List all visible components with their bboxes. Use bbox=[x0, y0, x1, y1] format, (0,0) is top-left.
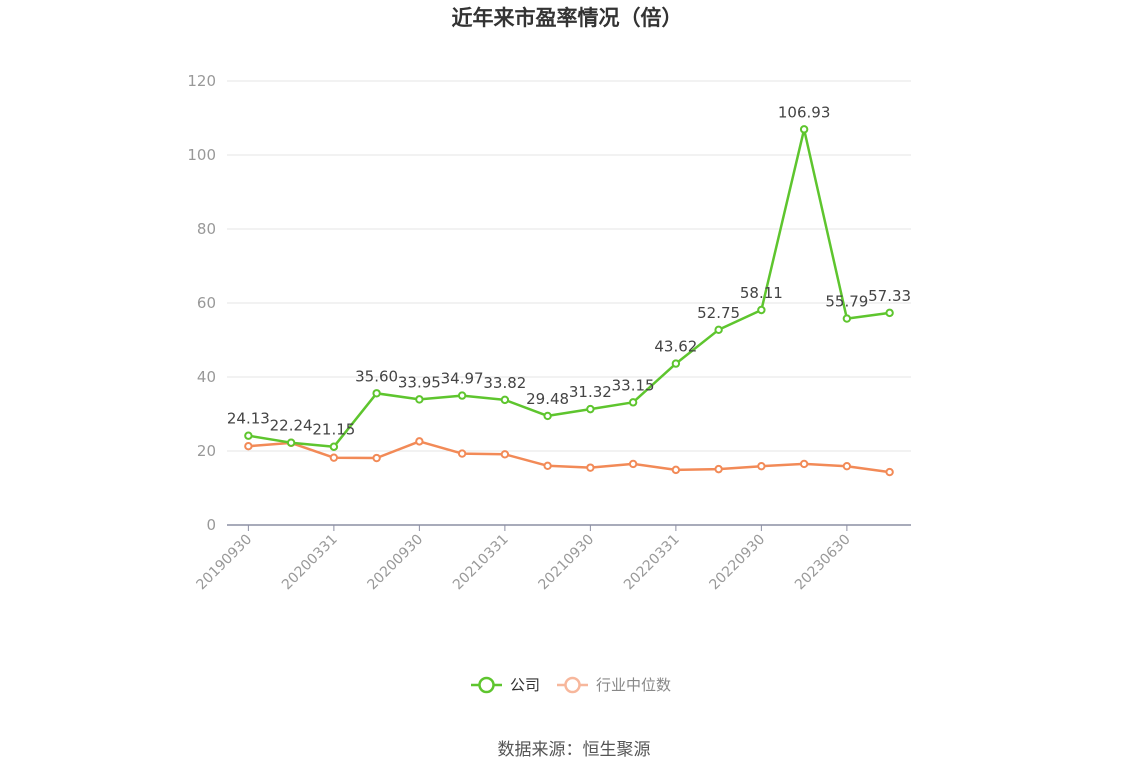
grid bbox=[227, 80, 911, 452]
data-label: 52.75 bbox=[697, 304, 740, 322]
data-label: 21.15 bbox=[312, 421, 355, 439]
data-point[interactable] bbox=[372, 389, 381, 398]
data-point[interactable] bbox=[757, 305, 766, 315]
legend-marker bbox=[564, 676, 581, 694]
y-tick-label: 20 bbox=[197, 442, 216, 460]
legend-label: 公司 bbox=[510, 676, 540, 694]
data-label: 43.62 bbox=[654, 338, 697, 356]
x-tick-label: 20210331 bbox=[450, 532, 512, 594]
data-point[interactable] bbox=[329, 453, 339, 462]
legend-item-company[interactable]: 公司 bbox=[471, 676, 540, 694]
legend-item-industry-median[interactable]: 行业中位数 bbox=[557, 676, 671, 694]
data-point[interactable] bbox=[799, 459, 809, 469]
data-point[interactable] bbox=[500, 450, 510, 459]
y-tick-label: 60 bbox=[197, 294, 216, 312]
data-point[interactable] bbox=[671, 359, 681, 368]
data-label: 24.13 bbox=[227, 410, 270, 428]
x-tick-label: 20210930 bbox=[535, 532, 597, 594]
series-group bbox=[244, 125, 894, 477]
data-point[interactable] bbox=[628, 459, 638, 469]
data-point[interactable] bbox=[286, 438, 296, 447]
y-tick-label: 0 bbox=[206, 516, 216, 534]
data-point[interactable] bbox=[885, 308, 894, 318]
data-label: 58.11 bbox=[740, 284, 783, 302]
data-labels: 24.13 22.24 21.15 35.60 33.95 34.97 33.8229.48… bbox=[227, 103, 911, 438]
data-point[interactable] bbox=[543, 411, 552, 421]
data-label: 35.60 bbox=[355, 367, 398, 385]
data-label: 106.93 bbox=[778, 103, 831, 121]
y-tick-label: 80 bbox=[197, 220, 216, 238]
data-label: 33.15 bbox=[612, 376, 655, 394]
data-point[interactable] bbox=[842, 461, 852, 471]
series-line-industry-median bbox=[248, 440, 890, 474]
legend-label: 行业中位数 bbox=[596, 676, 671, 694]
x-axis: 20190930 20200331 20200930 20210331 20210930… bbox=[193, 524, 911, 594]
data-point[interactable] bbox=[628, 398, 638, 407]
y-tick-label: 40 bbox=[197, 368, 216, 386]
data-label: 31.32 bbox=[569, 383, 612, 401]
y-tick-label: 120 bbox=[187, 72, 216, 90]
data-point[interactable] bbox=[714, 464, 723, 474]
data-point[interactable] bbox=[757, 461, 766, 471]
y-axis: 0 20 40 60 80 100 120 bbox=[187, 72, 216, 534]
data-label: 22.24 bbox=[270, 417, 313, 435]
data-point[interactable] bbox=[586, 463, 595, 472]
data-point[interactable] bbox=[415, 437, 424, 446]
x-tick-label: 20230630 bbox=[792, 532, 854, 594]
data-label: 33.95 bbox=[398, 373, 441, 391]
data-label: 29.48 bbox=[526, 390, 569, 408]
x-tick-label: 20220331 bbox=[621, 532, 683, 594]
y-tick-label: 100 bbox=[187, 146, 216, 164]
data-point[interactable] bbox=[329, 442, 339, 451]
data-label: 34.97 bbox=[441, 370, 484, 388]
data-point[interactable] bbox=[244, 441, 253, 451]
chart-title: 近年来市盈率情况（倍） bbox=[452, 6, 683, 30]
x-tick-label: 20220930 bbox=[706, 532, 768, 594]
x-tick-label: 20200331 bbox=[279, 532, 341, 594]
data-point[interactable] bbox=[842, 314, 852, 323]
data-point[interactable] bbox=[885, 467, 894, 477]
data-point[interactable] bbox=[586, 404, 595, 414]
data-label: 33.82 bbox=[483, 374, 526, 392]
data-point[interactable] bbox=[415, 395, 424, 404]
data-label: 55.79 bbox=[825, 293, 868, 311]
data-source: 数据来源：恒生聚源 bbox=[498, 740, 651, 760]
legend-marker bbox=[478, 676, 495, 694]
data-point[interactable] bbox=[714, 325, 723, 335]
legend[interactable]: 公司 行业中位数 bbox=[471, 676, 671, 694]
data-label: 57.33 bbox=[868, 287, 911, 305]
x-tick-label: 20190930 bbox=[193, 532, 255, 594]
data-point[interactable] bbox=[799, 125, 809, 134]
data-point[interactable] bbox=[500, 395, 510, 405]
series-line-company bbox=[248, 128, 890, 448]
data-point[interactable] bbox=[244, 431, 253, 440]
data-point[interactable] bbox=[372, 453, 381, 463]
data-point[interactable] bbox=[543, 461, 552, 470]
data-point[interactable] bbox=[457, 391, 467, 400]
data-point[interactable] bbox=[671, 465, 681, 475]
x-tick-label: 20200930 bbox=[364, 532, 426, 594]
data-point[interactable] bbox=[457, 449, 467, 458]
